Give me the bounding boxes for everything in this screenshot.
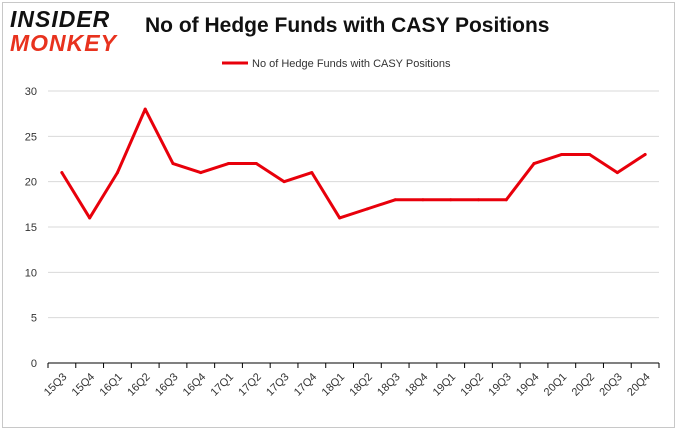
x-tick-label: 20Q1 <box>542 371 570 399</box>
x-tick-label: 19Q4 <box>514 371 542 399</box>
data-point <box>393 198 397 202</box>
logo-line-1: INSIDER <box>10 6 111 32</box>
x-tick-label: 19Q1 <box>431 371 459 399</box>
x-tick-label: 17Q2 <box>236 371 264 399</box>
data-point <box>199 171 203 175</box>
data-point <box>504 198 508 202</box>
x-tick-label: 16Q1 <box>97 371 125 399</box>
x-tick-label: 17Q1 <box>209 371 237 399</box>
data-point <box>449 198 453 202</box>
data-points <box>60 107 647 220</box>
x-tick-label: 15Q4 <box>70 371 98 399</box>
y-tick-label: 20 <box>25 177 37 189</box>
data-point <box>227 162 231 166</box>
data-point <box>115 171 119 175</box>
x-tick-label: 17Q3 <box>264 371 292 399</box>
x-tick-label: 18Q3 <box>375 371 403 399</box>
logo-line-2: MONKEY <box>10 30 117 56</box>
x-tick-label: 16Q2 <box>125 371 153 399</box>
x-tick-label: 18Q2 <box>347 371 375 399</box>
y-tick-label: 10 <box>25 267 37 279</box>
data-point <box>282 180 286 184</box>
x-tick-label: 18Q4 <box>403 371 431 399</box>
data-point <box>476 198 480 202</box>
x-tick-label: 20Q4 <box>625 371 653 399</box>
x-tick-label: 16Q3 <box>153 371 181 399</box>
data-point <box>171 162 175 166</box>
x-tick-label: 20Q3 <box>597 371 625 399</box>
data-point <box>588 152 592 156</box>
x-tick-label: 15Q3 <box>42 371 70 399</box>
chart-title: No of Hedge Funds with CASY Positions <box>145 14 550 37</box>
data-point <box>560 152 564 156</box>
series-line <box>60 107 647 220</box>
data-point <box>88 216 92 220</box>
x-tick-label: 17Q4 <box>292 371 320 399</box>
data-point <box>310 171 314 175</box>
x-axis-ticks: 15Q3 15Q4 16Q1 16Q2 16Q3 16Q4 17Q1 17Q2 17Q3 17Q4… <box>42 363 660 399</box>
data-point <box>60 171 64 175</box>
grid <box>48 90 659 319</box>
data-point <box>143 107 147 111</box>
y-tick-label: 0 <box>31 358 37 370</box>
y-tick-label: 25 <box>25 131 37 143</box>
x-tick-label: 20Q2 <box>570 371 598 399</box>
legend-label: No of Hedge Funds with CASY Positions <box>252 58 451 70</box>
data-point <box>421 198 425 202</box>
x-tick-label: 19Q3 <box>486 371 514 399</box>
data-point <box>643 152 647 156</box>
y-tick-label: 30 <box>25 86 37 98</box>
data-point <box>254 162 258 166</box>
data-point <box>338 216 342 220</box>
data-point <box>615 171 619 175</box>
x-tick-label: 18Q1 <box>320 371 348 399</box>
y-tick-label: 5 <box>31 313 37 325</box>
legend: No of Hedge Funds with CASY Positions <box>222 58 451 70</box>
y-axis-ticks: 0 5 10 15 20 25 30 <box>25 86 37 370</box>
x-tick-label: 16Q4 <box>181 371 209 399</box>
data-point <box>532 162 536 166</box>
insider-monkey-logo: INSIDER MONKEY <box>8 6 130 56</box>
y-tick-label: 15 <box>25 222 37 234</box>
data-point <box>365 207 369 211</box>
x-tick-label: 19Q2 <box>459 371 487 399</box>
